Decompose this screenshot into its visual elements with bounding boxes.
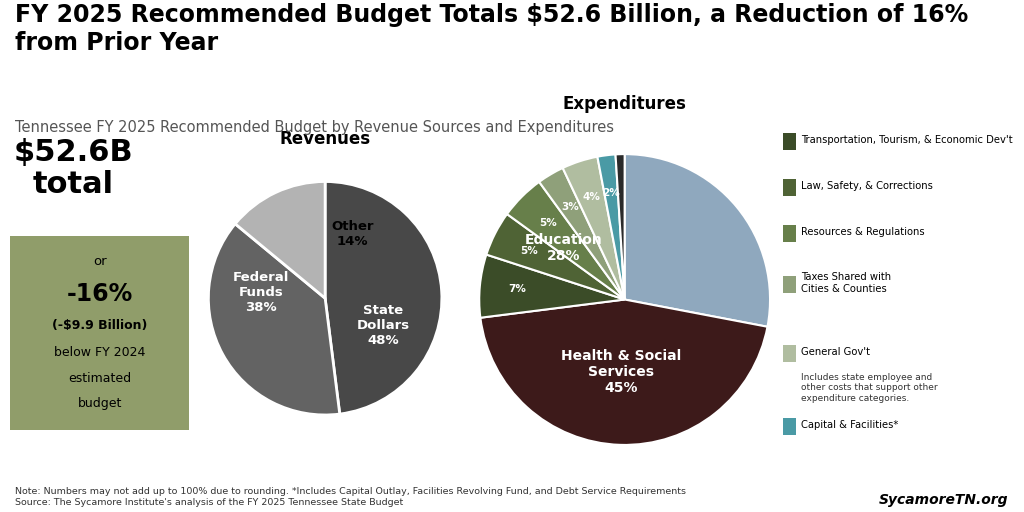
Text: -16%: -16% [67, 282, 133, 306]
Text: Other
14%: Other 14% [331, 220, 374, 248]
Wedge shape [479, 254, 625, 318]
Wedge shape [615, 154, 625, 300]
Bar [783, 133, 796, 150]
Text: Capital & Facilities*: Capital & Facilities* [801, 420, 898, 430]
Title: Expenditures: Expenditures [563, 95, 686, 114]
Wedge shape [209, 224, 340, 415]
Wedge shape [597, 155, 625, 300]
Wedge shape [486, 214, 625, 300]
FancyBboxPatch shape [0, 224, 200, 442]
Text: budget: budget [78, 397, 122, 410]
Text: Law, Safety, & Corrections: Law, Safety, & Corrections [801, 181, 933, 191]
Text: 2%: 2% [602, 188, 620, 198]
Text: State
Dollars
48%: State Dollars 48% [356, 304, 410, 347]
Wedge shape [325, 182, 441, 414]
Text: 4%: 4% [583, 192, 600, 202]
Title: Revenues: Revenues [280, 130, 371, 148]
Text: Tennessee FY 2025 Recommended Budget by Revenue Sources and Expenditures: Tennessee FY 2025 Recommended Budget by … [15, 120, 614, 135]
Text: or: or [93, 255, 106, 268]
Text: 5%: 5% [520, 246, 538, 255]
Wedge shape [507, 182, 625, 300]
Text: 3%: 3% [561, 202, 579, 212]
Text: Health & Social
Services
45%: Health & Social Services 45% [561, 349, 681, 395]
Text: 5%: 5% [540, 219, 557, 228]
Text: estimated: estimated [69, 372, 131, 385]
Text: (-$9.9 Billion): (-$9.9 Billion) [52, 319, 147, 332]
Wedge shape [540, 168, 625, 300]
Bar [783, 225, 796, 242]
Bar [783, 179, 796, 196]
Text: Note: Numbers may not add up to 100% due to rounding. *Includes Capital Outlay, : Note: Numbers may not add up to 100% due… [15, 487, 686, 507]
Text: SycamoreTN.org: SycamoreTN.org [880, 493, 1009, 507]
Text: Resources & Regulations: Resources & Regulations [801, 227, 925, 237]
Text: Taxes Shared with
Cities & Counties: Taxes Shared with Cities & Counties [801, 272, 891, 293]
Wedge shape [625, 154, 770, 327]
Text: General Gov't: General Gov't [801, 347, 869, 357]
Bar [783, 345, 796, 362]
Text: below FY 2024: below FY 2024 [54, 347, 145, 359]
Wedge shape [480, 300, 767, 445]
Text: Education
28%: Education 28% [524, 233, 602, 263]
Text: 7%: 7% [509, 284, 526, 294]
Text: FY 2025 Recommended Budget Totals $52.6 Billion, a Reduction of 16%
from Prior Y: FY 2025 Recommended Budget Totals $52.6 … [15, 3, 969, 55]
Text: Federal
Funds
38%: Federal Funds 38% [233, 271, 290, 314]
Wedge shape [236, 182, 326, 298]
Text: Transportation, Tourism, & Economic Dev't: Transportation, Tourism, & Economic Dev'… [801, 135, 1013, 145]
Bar [783, 276, 796, 293]
Wedge shape [563, 157, 625, 300]
Bar [783, 418, 796, 435]
Text: $52.6B
total: $52.6B total [13, 138, 133, 199]
Text: Includes state employee and
other costs that support other
expenditure categorie: Includes state employee and other costs … [801, 373, 937, 402]
